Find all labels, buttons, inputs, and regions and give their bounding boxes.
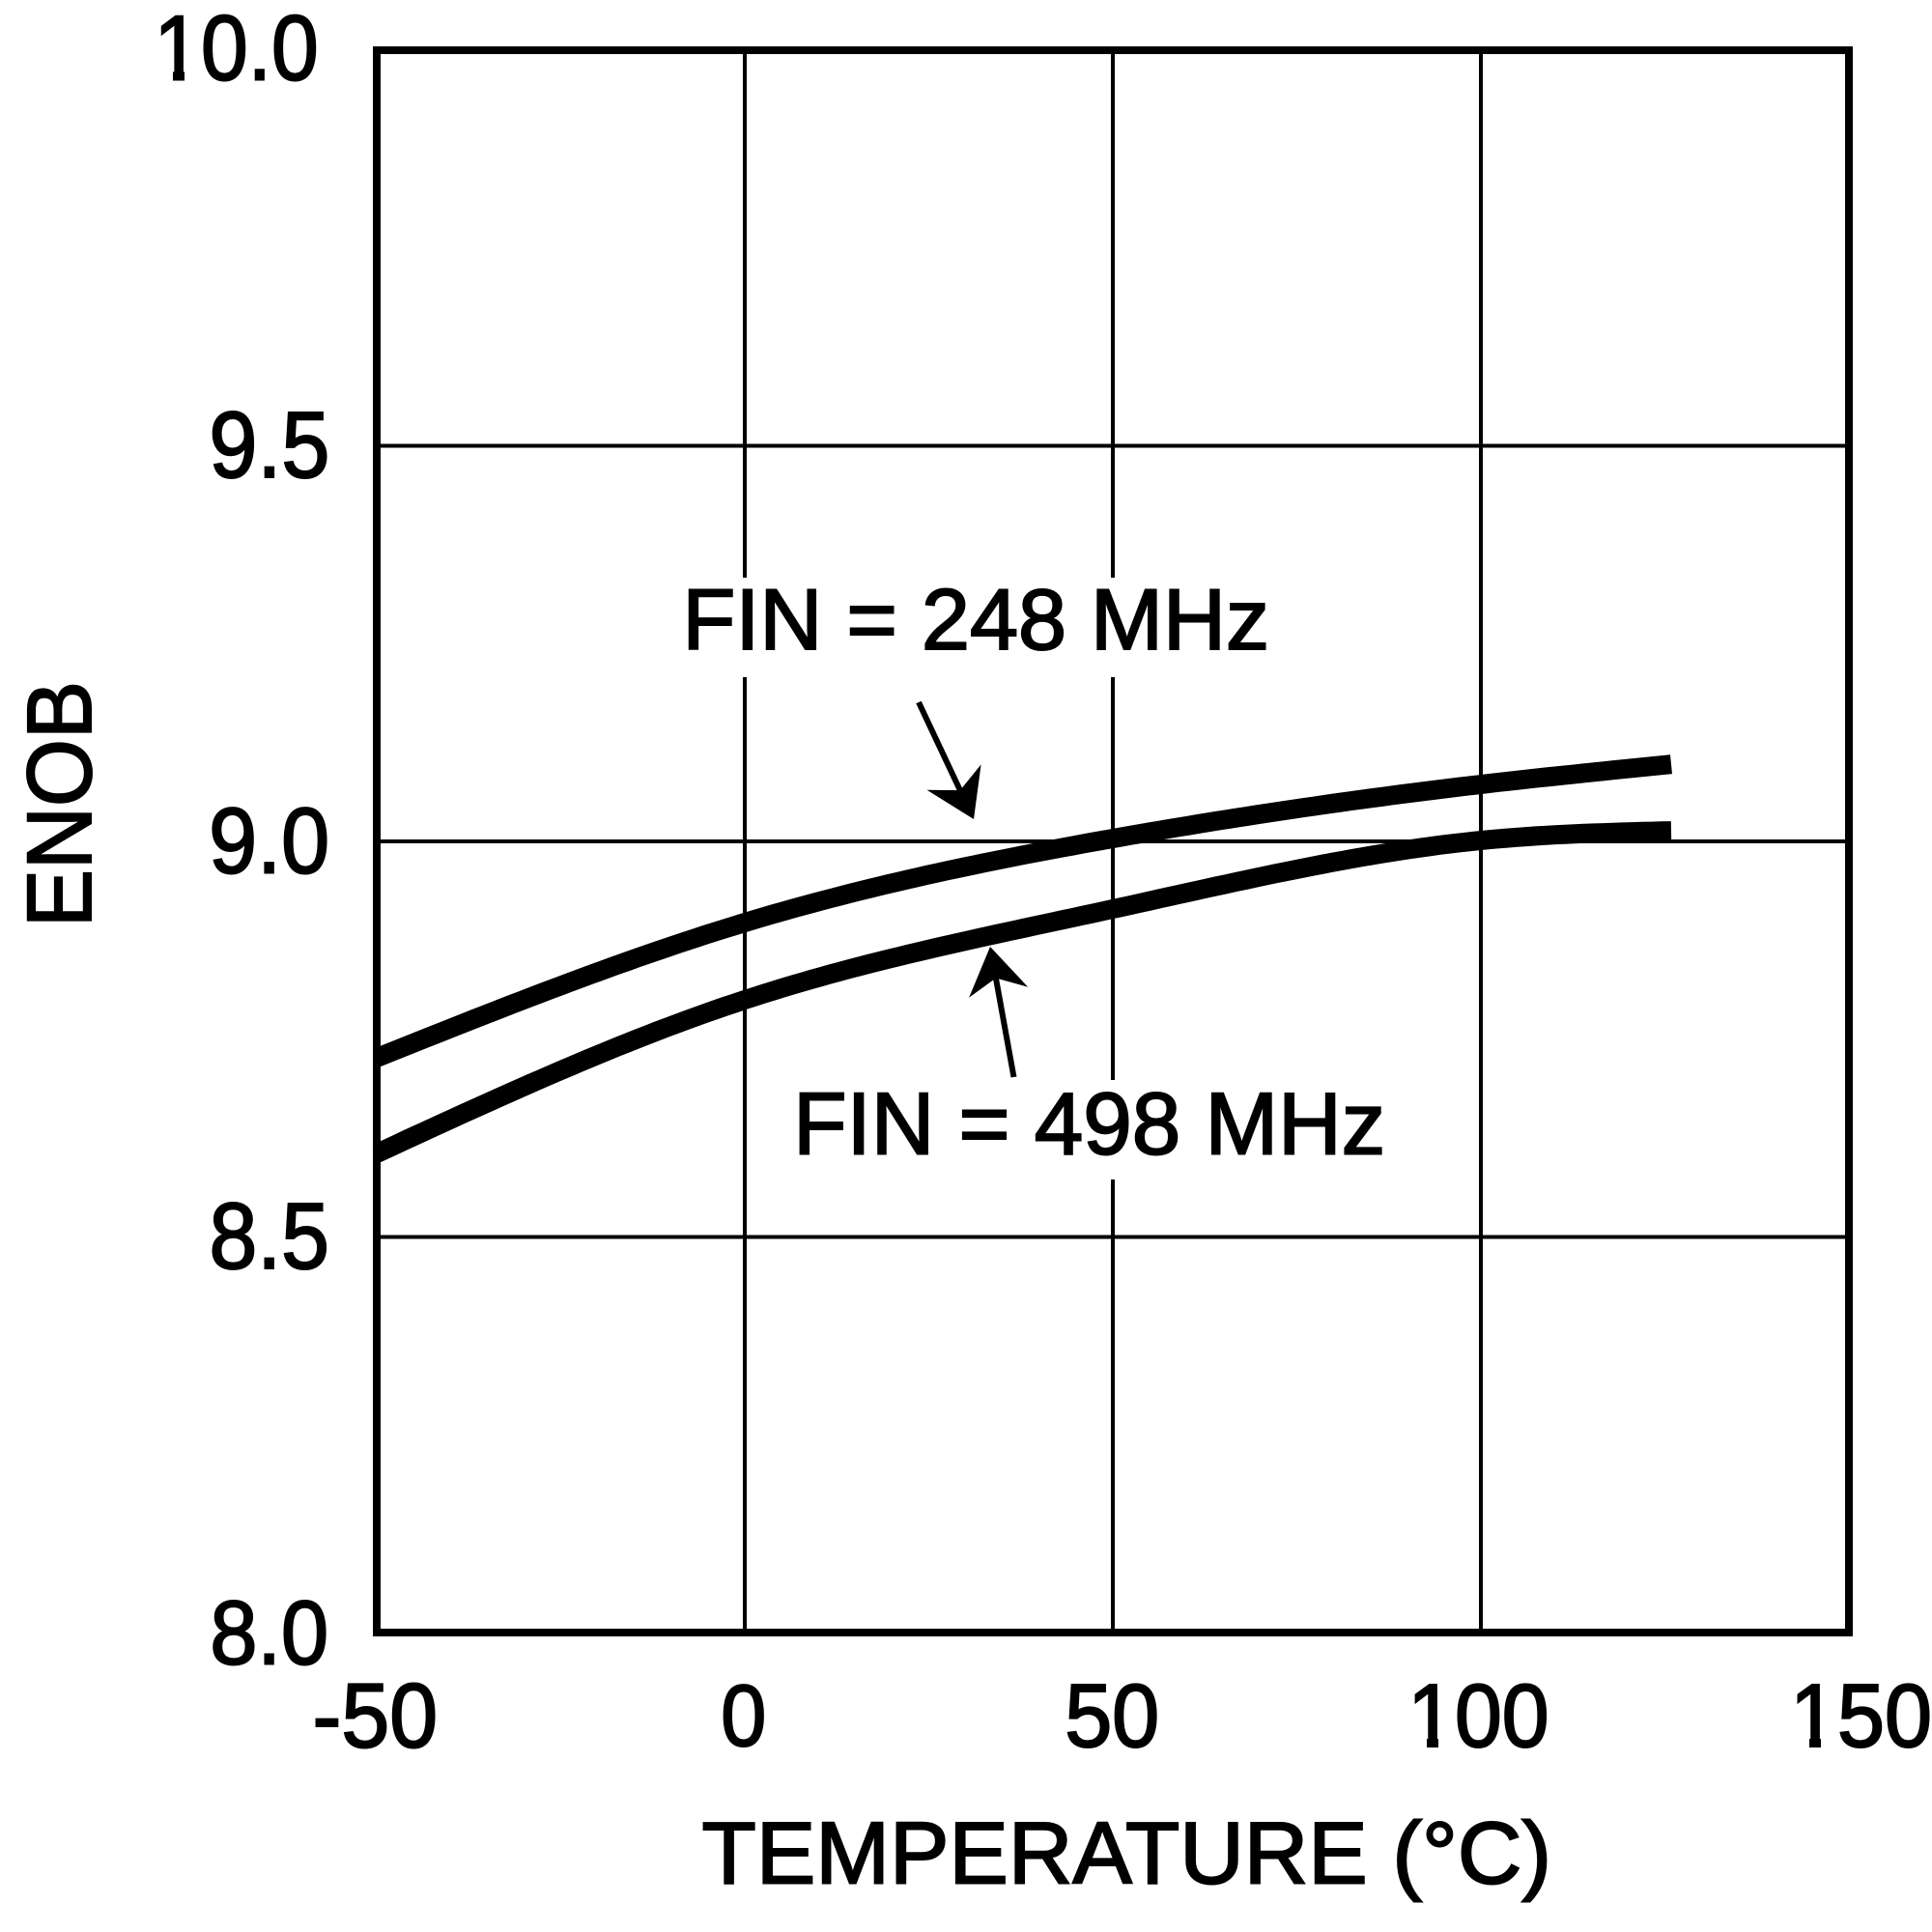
svg-text:150: 150 xyxy=(1790,1665,1932,1766)
svg-text:8.0: 8.0 xyxy=(210,1581,328,1683)
svg-text:ENOB: ENOB xyxy=(9,681,111,927)
svg-text:100: 100 xyxy=(1407,1665,1549,1766)
svg-text:50: 50 xyxy=(1065,1665,1159,1766)
svg-text:-50: -50 xyxy=(313,1665,439,1767)
svg-text:FIN = 248 MHz: FIN = 248 MHz xyxy=(682,571,1268,668)
svg-text:FIN = 498 MHz: FIN = 498 MHz xyxy=(793,1076,1385,1174)
svg-text:9.5: 9.5 xyxy=(209,392,329,497)
svg-text:10.0: 10.0 xyxy=(154,0,319,99)
svg-text:TEMPERATURE (°C): TEMPERATURE (°C) xyxy=(702,1805,1552,1903)
svg-text:0: 0 xyxy=(721,1667,766,1765)
svg-text:9.0: 9.0 xyxy=(209,790,329,894)
svg-text:8.5: 8.5 xyxy=(209,1183,329,1289)
